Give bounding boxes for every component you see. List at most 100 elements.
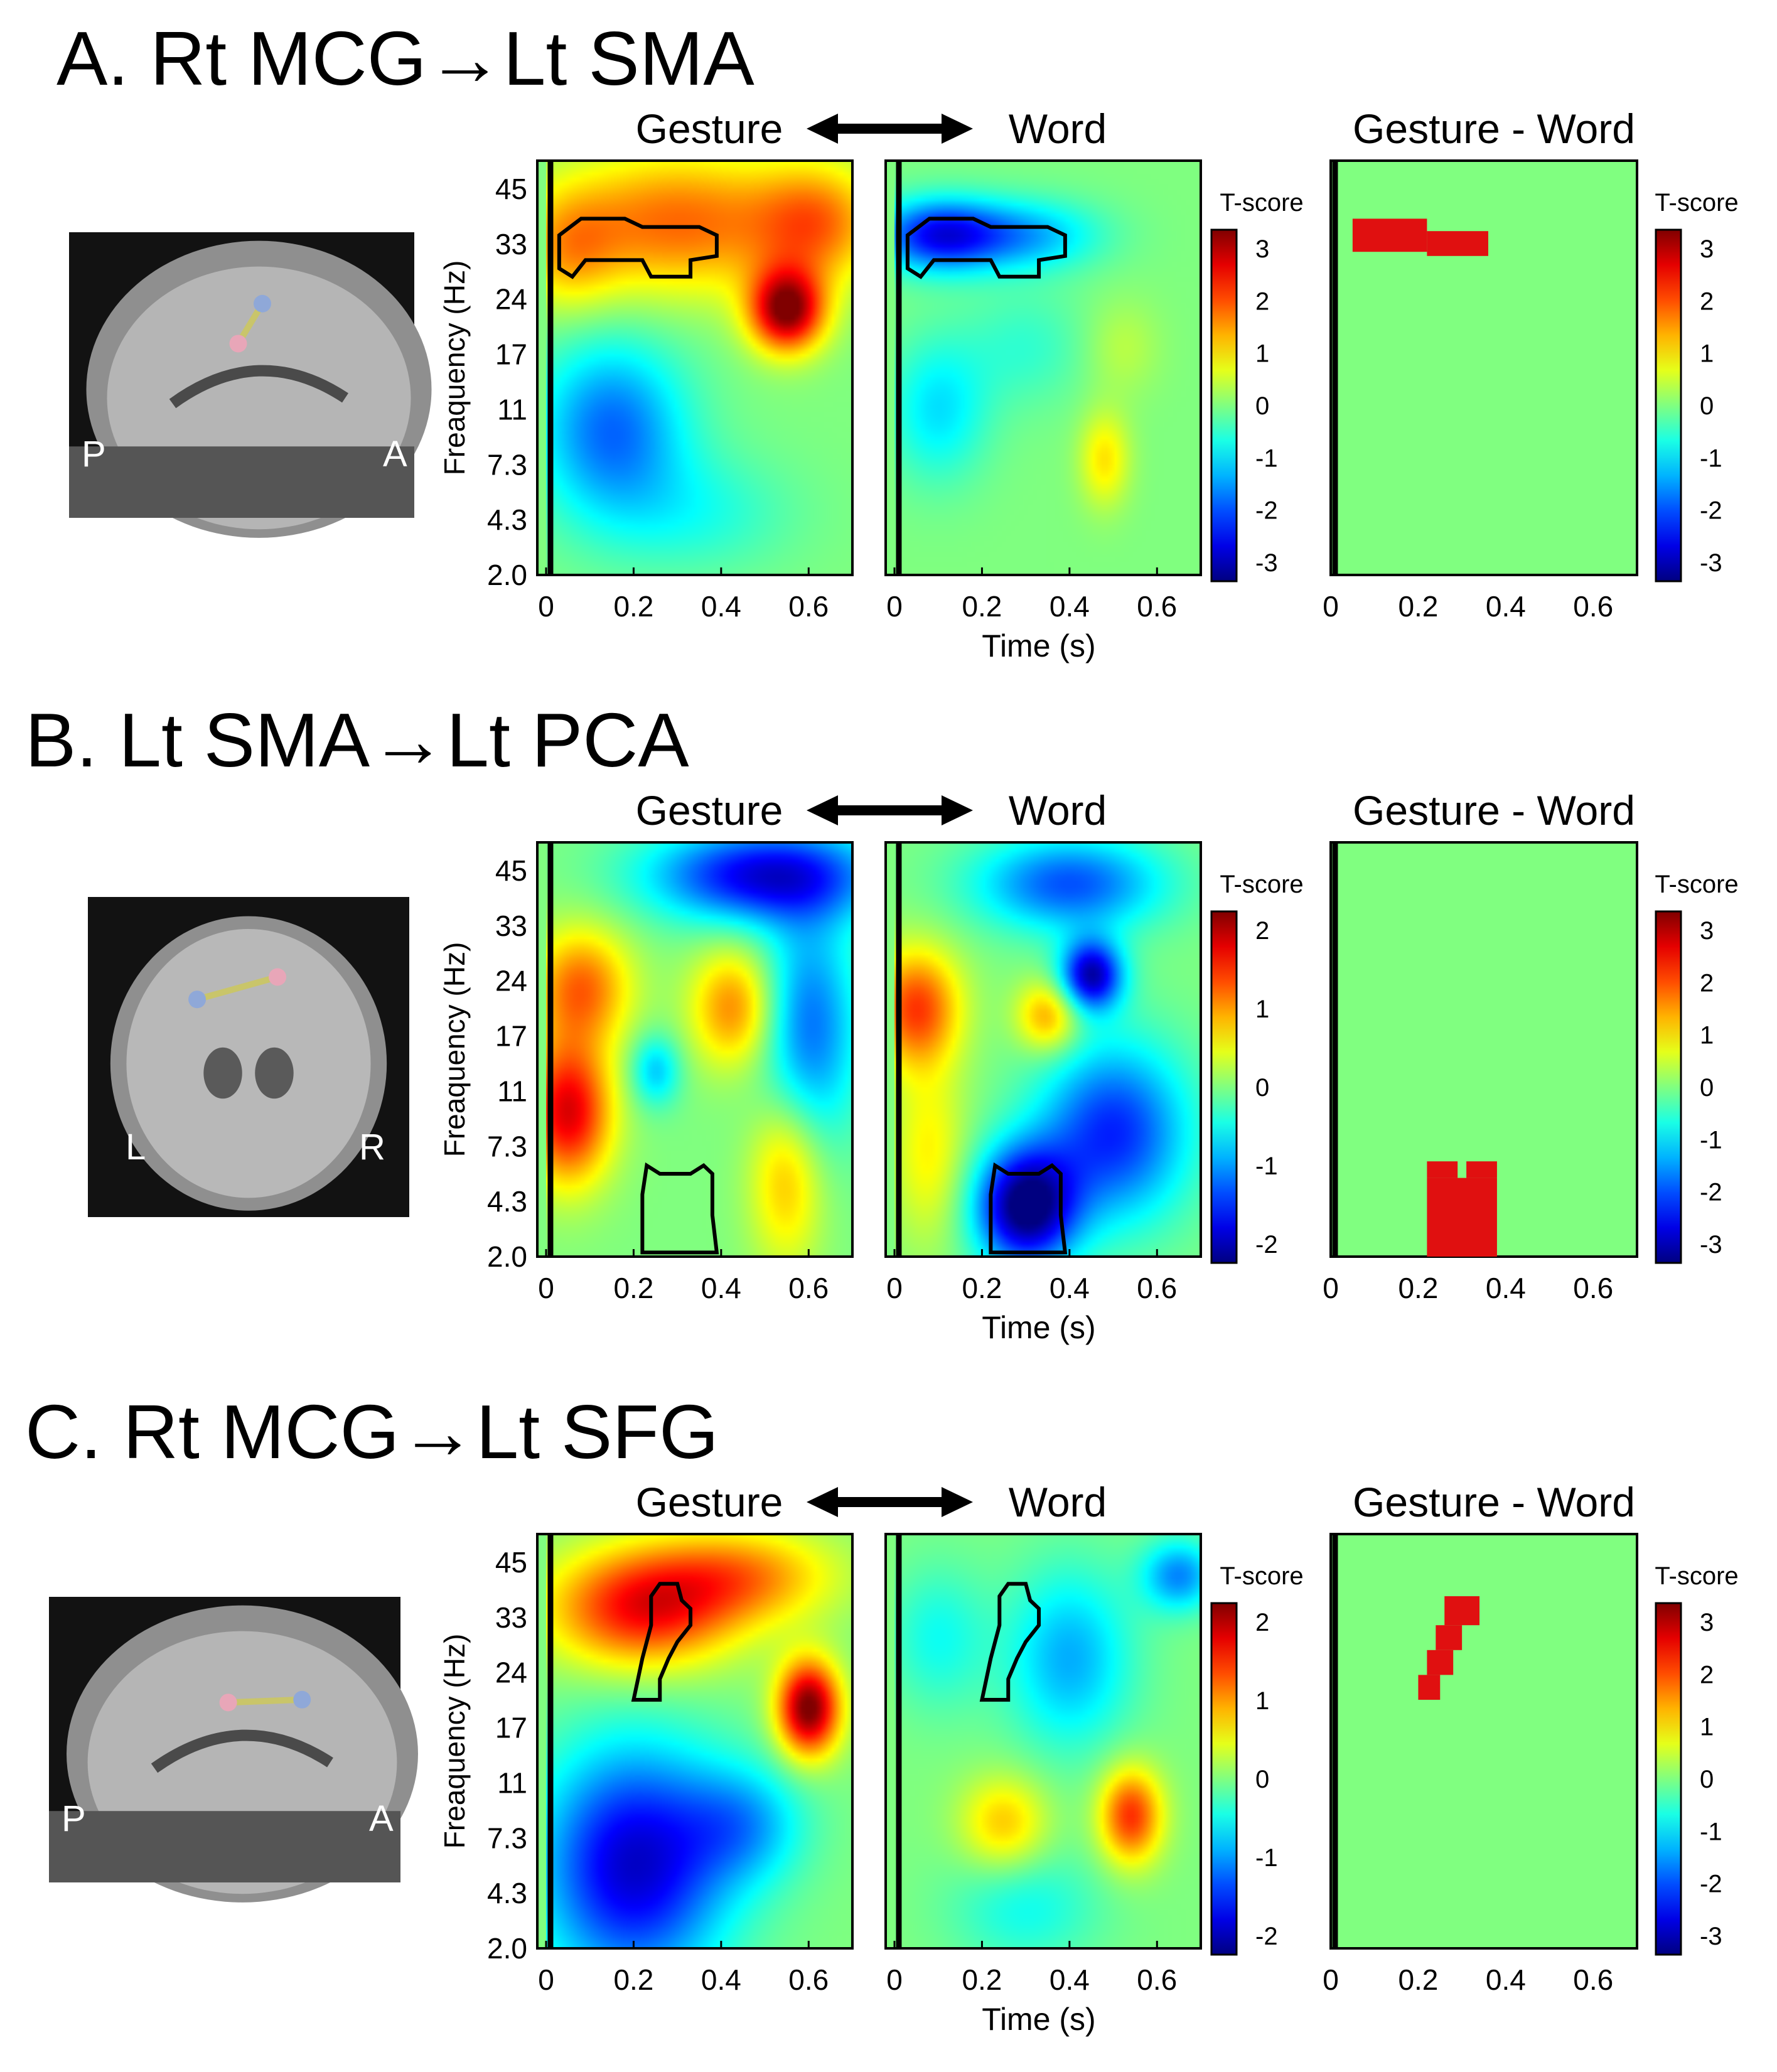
brain-label-right: A: [383, 434, 407, 475]
x-tick-label: 0: [1323, 590, 1339, 623]
cbar-label: T-score: [1220, 189, 1303, 217]
significance-contour: [979, 1582, 1041, 1702]
cbar-label: T-score: [1220, 1562, 1303, 1590]
word-heatmap-image: [894, 1534, 1201, 1948]
y-tick-label: 2.0: [487, 559, 527, 591]
cbar-tick-label: -3: [1255, 549, 1278, 577]
cbar-tick-label: -1: [1700, 444, 1722, 472]
significant-region: [1352, 218, 1427, 252]
significance-contour: [640, 1162, 719, 1255]
gesture-heatmap: 0 0.2 0.4 0.6: [536, 1533, 854, 1996]
brain-label-left: L: [126, 1127, 146, 1168]
cbar-tick-label: 2: [1255, 1609, 1269, 1636]
cbar-tick-label: 3: [1700, 917, 1714, 945]
y-tick-label: 17: [495, 1712, 527, 1744]
panel-title: B. Lt SMA→Lt PCA: [25, 697, 689, 783]
significant-region: [1427, 1650, 1454, 1675]
cbar-tick-label: -1: [1255, 1152, 1278, 1180]
x-tick-label: 0: [1323, 1963, 1339, 1996]
x-tick-label: 0.6: [788, 590, 829, 623]
y-tick-label: 7.3: [487, 448, 527, 481]
diff-label: Gesture - Word: [1353, 1479, 1635, 1525]
gesture-heatmap: 0 0.2 0.4 0.6: [536, 841, 854, 1304]
cbar-tick-label: -2: [1700, 1871, 1722, 1898]
cbar-tick-label: -1: [1255, 444, 1278, 472]
y-tick-label: 33: [495, 910, 527, 942]
heatmap-frame: [884, 159, 1202, 576]
cbar-tick-label: -2: [1255, 497, 1278, 525]
x-axis-label: Time (s): [982, 628, 1095, 663]
cbar-tick-label: 1: [1700, 1714, 1714, 1741]
y-tick-label: 24: [495, 965, 527, 997]
brain-cerebellum-region: [49, 1811, 400, 1882]
cbar-tick-label: 3: [1700, 1609, 1714, 1636]
significance-contour: [631, 1582, 693, 1702]
target-node: [293, 1690, 311, 1709]
y-tick-label: 17: [495, 1020, 527, 1053]
double-arrow-head-left: [807, 1487, 838, 1517]
cbar-tick-label: 0: [1700, 1074, 1714, 1102]
colorbar: [1210, 1602, 1238, 1956]
cbar-tick-label: 3: [1700, 235, 1714, 263]
x-tick-label: 0.4: [1486, 1963, 1526, 1996]
diff-panel: 0 0.2 0.4 0.6: [1323, 841, 1638, 1304]
x-tick-label: 0.2: [613, 1272, 653, 1304]
heatmap-frame: [536, 1533, 854, 1950]
source-node: [269, 968, 287, 986]
baseline-strip: [537, 1534, 546, 1948]
brain-label-left: P: [82, 434, 106, 475]
word-heatmap-image: [894, 161, 1201, 575]
y-tick-label: 45: [495, 1546, 527, 1579]
word-heatmap: 0 0.2 0.4 0.6: [884, 1533, 1202, 1996]
connection-arrow: [196, 974, 279, 1003]
x-tick-label: 0.6: [1573, 1272, 1613, 1304]
cbar-tick-label: 1: [1700, 1022, 1714, 1049]
cbar-tick-label: -1: [1700, 1126, 1722, 1154]
colorbar: [1655, 1602, 1682, 1956]
cbar-label: T-score: [1655, 189, 1738, 217]
y-axis-label: Freaquency (Hz): [438, 1634, 471, 1849]
word-heatmap: 0 0.2 0.4 0.6: [884, 841, 1202, 1304]
cbar-tick-label: 2: [1700, 1661, 1714, 1688]
cbar-label: T-score: [1220, 871, 1303, 898]
y-tick-label: 2.0: [487, 1932, 527, 1965]
y-tick-label: 7.3: [487, 1822, 527, 1854]
x-tick-label: 0.4: [701, 1272, 741, 1304]
y-tick-label: 11: [497, 1075, 527, 1107]
significant-region: [1436, 1625, 1463, 1650]
double-arrow-head-right: [942, 795, 973, 825]
gesture-heatmap-image: [546, 1534, 852, 1948]
cbar-tick-label: 0: [1700, 1766, 1714, 1793]
x-tick-label: 0.4: [701, 1963, 741, 1996]
panel-title: C. Rt MCG→Lt SFG: [25, 1389, 719, 1474]
gesture-label: Gesture: [636, 105, 783, 152]
significant-region: [1418, 1675, 1441, 1700]
brain-label-left: P: [62, 1798, 86, 1839]
y-tick-label: 17: [495, 338, 527, 371]
y-tick-label: 4.3: [487, 503, 527, 536]
cbar-tick-label: -2: [1700, 497, 1722, 525]
x-tick-label: 0.4: [1050, 1272, 1090, 1304]
brain-label-right: A: [369, 1798, 394, 1839]
y-axis-label: Freaquency (Hz): [438, 260, 471, 476]
diff-label: Gesture - Word: [1353, 787, 1635, 834]
baseline-strip: [537, 161, 546, 575]
significance-contour: [905, 217, 1067, 279]
diff-panel: 0 0.2 0.4 0.6: [1323, 159, 1638, 623]
colorbar: [1210, 228, 1238, 582]
heatmap-frame: [536, 159, 854, 576]
y-tick-label: 33: [495, 1601, 527, 1634]
x-tick-label: 0: [538, 590, 554, 623]
source-node: [229, 335, 247, 353]
cbar-tick-label: 1: [1255, 340, 1269, 368]
x-tick-label: 0.6: [1137, 1963, 1177, 1996]
y-tick-label: 24: [495, 283, 527, 316]
x-tick-label: 0.2: [613, 590, 653, 623]
x-tick-label: 0: [886, 1963, 903, 1996]
y-tick-label: 11: [497, 393, 527, 426]
